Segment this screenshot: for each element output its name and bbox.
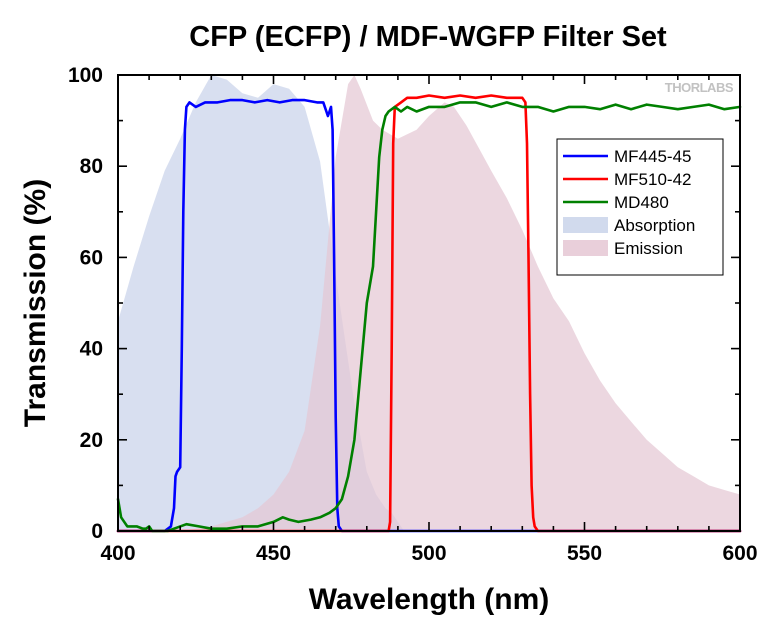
y-tick-labels: 0 20 40 60 80 100: [68, 64, 103, 543]
legend-swatch-emission: [563, 240, 608, 256]
y-tick-label: 60: [80, 246, 103, 269]
series-md480-line: [116, 101, 742, 533]
x-tick-label: 400: [100, 542, 135, 565]
x-tick-label: 550: [567, 542, 602, 565]
brand-watermark: THORLABS: [665, 80, 734, 95]
legend-swatch-absorption: [563, 217, 608, 233]
x-axis-label: Wavelength (nm): [309, 583, 550, 616]
series-mf510-42-line: [116, 94, 742, 533]
y-tick-label: 40: [80, 338, 103, 361]
y-tick-label: 100: [68, 64, 103, 87]
y-tick-label: 0: [91, 520, 103, 543]
x-tick-labels: 400 450 500 550 600: [100, 542, 757, 565]
legend-label-mf445-45: MF445-45: [614, 147, 691, 166]
legend-label-md480: MD480: [614, 193, 669, 212]
x-tick-label: 450: [256, 542, 291, 565]
chart-title: CFP (ECFP) / MDF-WGFP Filter Set: [189, 21, 667, 53]
legend: MF445-45 MF510-42 MD480 Absorption Emission: [556, 138, 724, 276]
legend-label-emission: Emission: [614, 239, 683, 258]
y-axis-label: Transmission (%): [19, 179, 52, 427]
legend-label-mf510-42: MF510-42: [614, 170, 691, 189]
series-mf445-45-line: [116, 98, 742, 533]
plot-frame: [117, 74, 741, 532]
y-tick-label: 20: [80, 429, 103, 452]
series-emission-area: [180, 75, 740, 531]
x-tick-label: 600: [722, 542, 757, 565]
area-layer: [118, 75, 740, 531]
x-tick-label: 500: [411, 542, 446, 565]
line-layer: [116, 94, 742, 533]
y-tick-label: 80: [80, 155, 103, 178]
legend-label-absorption: Absorption: [614, 216, 695, 235]
